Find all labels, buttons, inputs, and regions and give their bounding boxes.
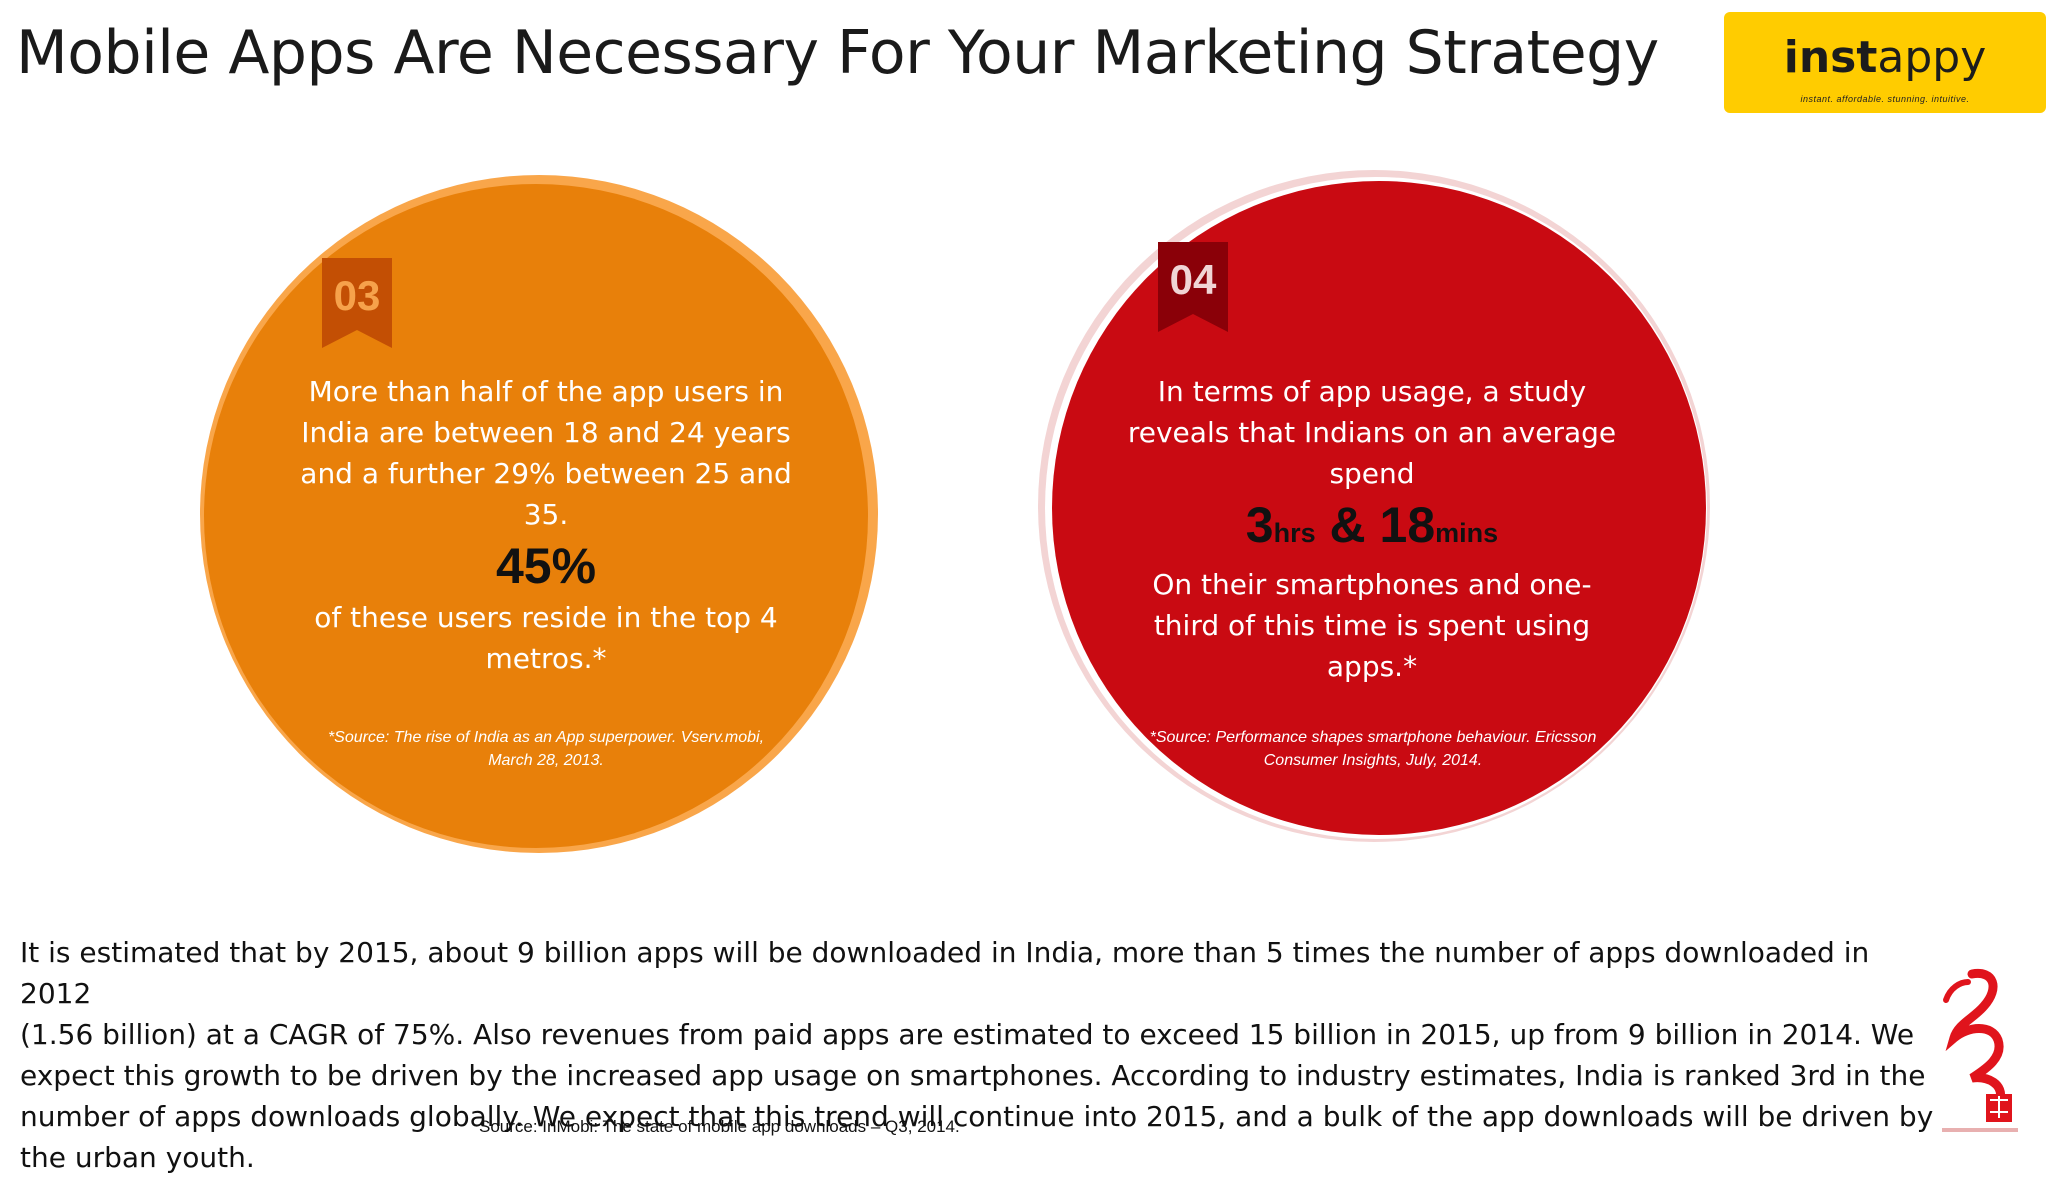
body-paragraph: It is estimated that by 2015, about 9 bi…	[20, 932, 1940, 1178]
logo-tagline: instant. affordable. stunning. intuitive…	[1800, 94, 1970, 104]
stat-line: India are between 18 and 24 years	[301, 416, 791, 449]
stat-line: apps.*	[1326, 650, 1418, 683]
logo-wordmark: instappy	[1783, 32, 1987, 83]
stat-line: of these users reside in the top 4	[314, 601, 778, 634]
body-source: Source: InMobi: The state of mobile app …	[479, 1117, 960, 1136]
paragraph-line: expect this growth to be driven by the i…	[20, 1059, 1926, 1092]
stat-highlight-time: 3hrs & 18mins	[1245, 497, 1499, 553]
stat-source-04: *Source: Performance shapes smartphone b…	[1118, 726, 1628, 772]
stat-line: More than half of the app users in	[308, 375, 784, 408]
source-line: *Source: Performance shapes smartphone b…	[1149, 729, 1597, 746]
stat-line: and a further 29% between 25 and	[300, 457, 792, 490]
paragraph-line: the urban youth.	[20, 1141, 255, 1174]
badge-number: 04	[1169, 256, 1217, 303]
stat-line: reveals that Indians on an average	[1127, 416, 1617, 449]
stat-line: On their smartphones and one-	[1152, 568, 1592, 601]
stat-source-03: *Source: The rise of India as an App sup…	[280, 726, 812, 772]
stat-line: 35.	[523, 498, 569, 531]
stat-text-03: More than half of the app users in India…	[280, 371, 812, 679]
stat-highlight-percent: 45%	[495, 538, 597, 594]
instappy-logo: instappy instant. affordable. stunning. …	[1724, 12, 2046, 113]
stat-line: In terms of app usage, a study	[1157, 375, 1587, 408]
stat-text-04: In terms of app usage, a study reveals t…	[1109, 371, 1635, 687]
paragraph-line: It is estimated that by 2015, about 9 bi…	[20, 936, 1870, 1010]
company-brand-mark	[1942, 968, 2018, 1132]
paragraph-line: number of apps downloads globally. We ex…	[20, 1100, 1934, 1133]
page-title: Mobile Apps Are Necessary For Your Marke…	[16, 18, 1659, 88]
stat-line: spend	[1329, 457, 1415, 490]
source-line: March 28, 2013.	[488, 752, 604, 769]
stat-circle-03	[204, 184, 868, 848]
paragraph-line: (1.56 billion) at a CAGR of 75%. Also re…	[20, 1018, 1915, 1051]
stat-line: metros.*	[485, 642, 607, 675]
badge-number: 03	[333, 272, 381, 319]
stat-line: third of this time is spent using	[1153, 609, 1591, 642]
source-line: Consumer Insights, July, 2014.	[1263, 752, 1483, 769]
source-line: *Source: The rise of India as an App sup…	[327, 729, 765, 746]
